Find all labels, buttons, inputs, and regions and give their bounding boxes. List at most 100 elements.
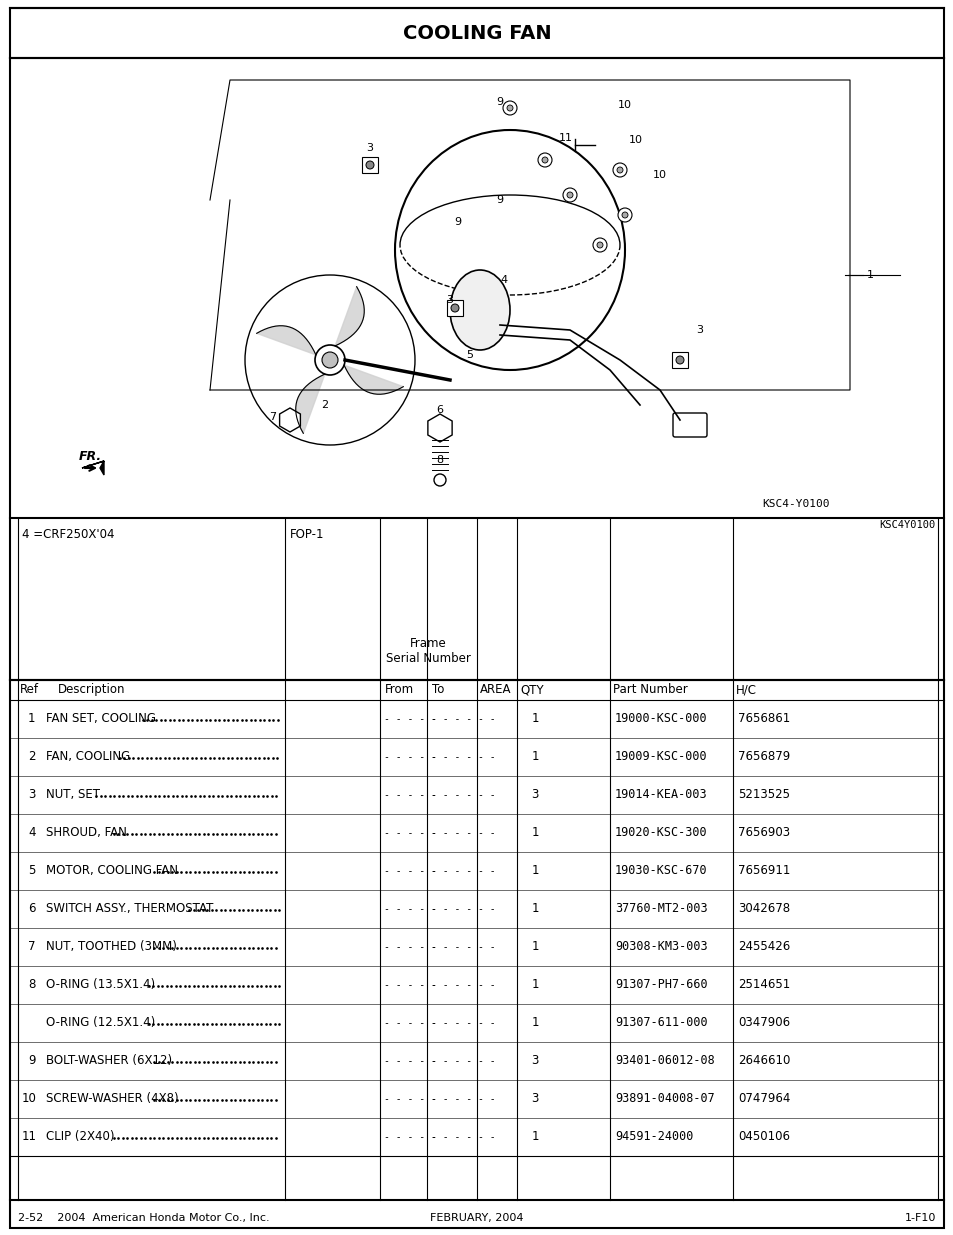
Circle shape xyxy=(314,345,345,375)
Bar xyxy=(447,300,462,316)
Text: - - - - -: - - - - - xyxy=(384,904,436,914)
Text: - - - - - -: - - - - - - xyxy=(431,827,496,839)
Text: 90308-KM3-003: 90308-KM3-003 xyxy=(615,941,707,953)
Text: - - - - -: - - - - - xyxy=(384,752,436,762)
Circle shape xyxy=(541,157,547,163)
Text: - - - - -: - - - - - xyxy=(384,827,436,839)
Text: 7656879: 7656879 xyxy=(738,751,789,763)
Text: 6: 6 xyxy=(436,405,443,415)
Text: 10: 10 xyxy=(618,100,631,110)
Text: CLIP (2X40): CLIP (2X40) xyxy=(46,1130,114,1144)
Bar xyxy=(361,157,377,173)
Text: 0747964: 0747964 xyxy=(738,1093,789,1105)
Text: KSC4Y0100: KSC4Y0100 xyxy=(879,520,935,530)
Text: - - - - - -: - - - - - - xyxy=(431,790,496,800)
Text: 9: 9 xyxy=(496,195,503,205)
Text: 4 =CRF250X'04: 4 =CRF250X'04 xyxy=(22,529,114,541)
Text: - - - - - -: - - - - - - xyxy=(431,981,496,990)
Text: - - - - - -: - - - - - - xyxy=(431,904,496,914)
Bar xyxy=(671,352,687,368)
Circle shape xyxy=(434,474,446,487)
Text: FAN SET, COOLING: FAN SET, COOLING xyxy=(46,713,156,725)
Text: - - - - -: - - - - - xyxy=(384,1094,436,1104)
Text: FOP-1: FOP-1 xyxy=(290,529,324,541)
Text: Ref: Ref xyxy=(20,683,39,697)
Text: 19020-KSC-300: 19020-KSC-300 xyxy=(615,826,707,840)
Text: 93401-06012-08: 93401-06012-08 xyxy=(615,1055,714,1067)
Text: FEBRUARY, 2004: FEBRUARY, 2004 xyxy=(430,1213,523,1223)
Text: MOTOR, COOLING FAN: MOTOR, COOLING FAN xyxy=(46,864,178,878)
Polygon shape xyxy=(335,287,364,346)
Text: 9: 9 xyxy=(496,98,503,107)
Circle shape xyxy=(618,207,631,222)
Text: 94591-24000: 94591-24000 xyxy=(615,1130,693,1144)
Text: Serial Number: Serial Number xyxy=(385,652,470,664)
Text: 4: 4 xyxy=(500,275,507,285)
Text: O-RING (13.5X1.4): O-RING (13.5X1.4) xyxy=(46,978,155,992)
Text: 5: 5 xyxy=(28,864,35,878)
Text: 10: 10 xyxy=(652,170,666,180)
Text: Part Number: Part Number xyxy=(613,683,687,697)
Text: 10: 10 xyxy=(22,1093,37,1105)
Text: 11: 11 xyxy=(558,133,573,143)
Text: 1: 1 xyxy=(531,903,538,915)
Text: - - - - - -: - - - - - - xyxy=(431,1132,496,1142)
Text: 91307-PH7-660: 91307-PH7-660 xyxy=(615,978,707,992)
Text: - - - - -: - - - - - xyxy=(384,942,436,952)
Text: 5213525: 5213525 xyxy=(738,788,789,802)
Text: - - - - -: - - - - - xyxy=(384,790,436,800)
Text: 2: 2 xyxy=(28,751,35,763)
Text: 3: 3 xyxy=(531,1093,538,1105)
Text: O-RING (12.5X1.4): O-RING (12.5X1.4) xyxy=(46,1016,155,1030)
Text: 19000-KSC-000: 19000-KSC-000 xyxy=(615,713,707,725)
Circle shape xyxy=(613,163,626,177)
Text: 6: 6 xyxy=(28,903,35,915)
Text: 2: 2 xyxy=(321,400,328,410)
Circle shape xyxy=(502,101,517,115)
Text: 7: 7 xyxy=(269,412,276,422)
Text: FR.: FR. xyxy=(78,450,101,462)
Text: 19009-KSC-000: 19009-KSC-000 xyxy=(615,751,707,763)
Text: 3: 3 xyxy=(28,788,35,802)
Text: 3: 3 xyxy=(366,143,374,153)
Text: 2-52    2004  American Honda Motor Co., Inc.: 2-52 2004 American Honda Motor Co., Inc. xyxy=(18,1213,270,1223)
Text: 1: 1 xyxy=(531,826,538,840)
Circle shape xyxy=(366,161,374,169)
Circle shape xyxy=(562,188,577,203)
Text: 10: 10 xyxy=(628,135,642,144)
Text: Frame: Frame xyxy=(409,637,446,650)
Text: 0450106: 0450106 xyxy=(738,1130,789,1144)
Text: BOLT-WASHER (6X12): BOLT-WASHER (6X12) xyxy=(46,1055,172,1067)
Text: 11: 11 xyxy=(22,1130,37,1144)
Polygon shape xyxy=(295,374,325,433)
Text: 1: 1 xyxy=(531,864,538,878)
Text: 9: 9 xyxy=(28,1055,35,1067)
Circle shape xyxy=(621,212,627,219)
Text: - - - - -: - - - - - xyxy=(384,981,436,990)
Text: 1: 1 xyxy=(531,751,538,763)
Text: 1: 1 xyxy=(531,941,538,953)
Text: - - - - - -: - - - - - - xyxy=(431,714,496,724)
Text: - - - - - -: - - - - - - xyxy=(431,1018,496,1028)
Text: - - - - -: - - - - - xyxy=(384,1056,436,1066)
Polygon shape xyxy=(82,461,104,475)
Text: 9: 9 xyxy=(454,217,461,227)
Circle shape xyxy=(566,191,573,198)
Text: - - - - - -: - - - - - - xyxy=(431,1056,496,1066)
Text: From: From xyxy=(385,683,414,697)
Text: 7: 7 xyxy=(28,941,35,953)
Text: 19030-KSC-670: 19030-KSC-670 xyxy=(615,864,707,878)
Text: 4: 4 xyxy=(28,826,35,840)
Text: 7656903: 7656903 xyxy=(738,826,789,840)
Circle shape xyxy=(617,167,622,173)
Text: To: To xyxy=(432,683,444,697)
Text: 1: 1 xyxy=(531,713,538,725)
Text: 1: 1 xyxy=(865,270,873,280)
Text: COOLING FAN: COOLING FAN xyxy=(402,23,551,42)
Text: 1: 1 xyxy=(531,978,538,992)
Text: - - - - -: - - - - - xyxy=(384,1018,436,1028)
Text: SWITCH ASSY., THERMOSTAT: SWITCH ASSY., THERMOSTAT xyxy=(46,903,213,915)
Text: FAN, COOLING: FAN, COOLING xyxy=(46,751,131,763)
Text: QTY: QTY xyxy=(519,683,543,697)
Text: 37760-MT2-003: 37760-MT2-003 xyxy=(615,903,707,915)
